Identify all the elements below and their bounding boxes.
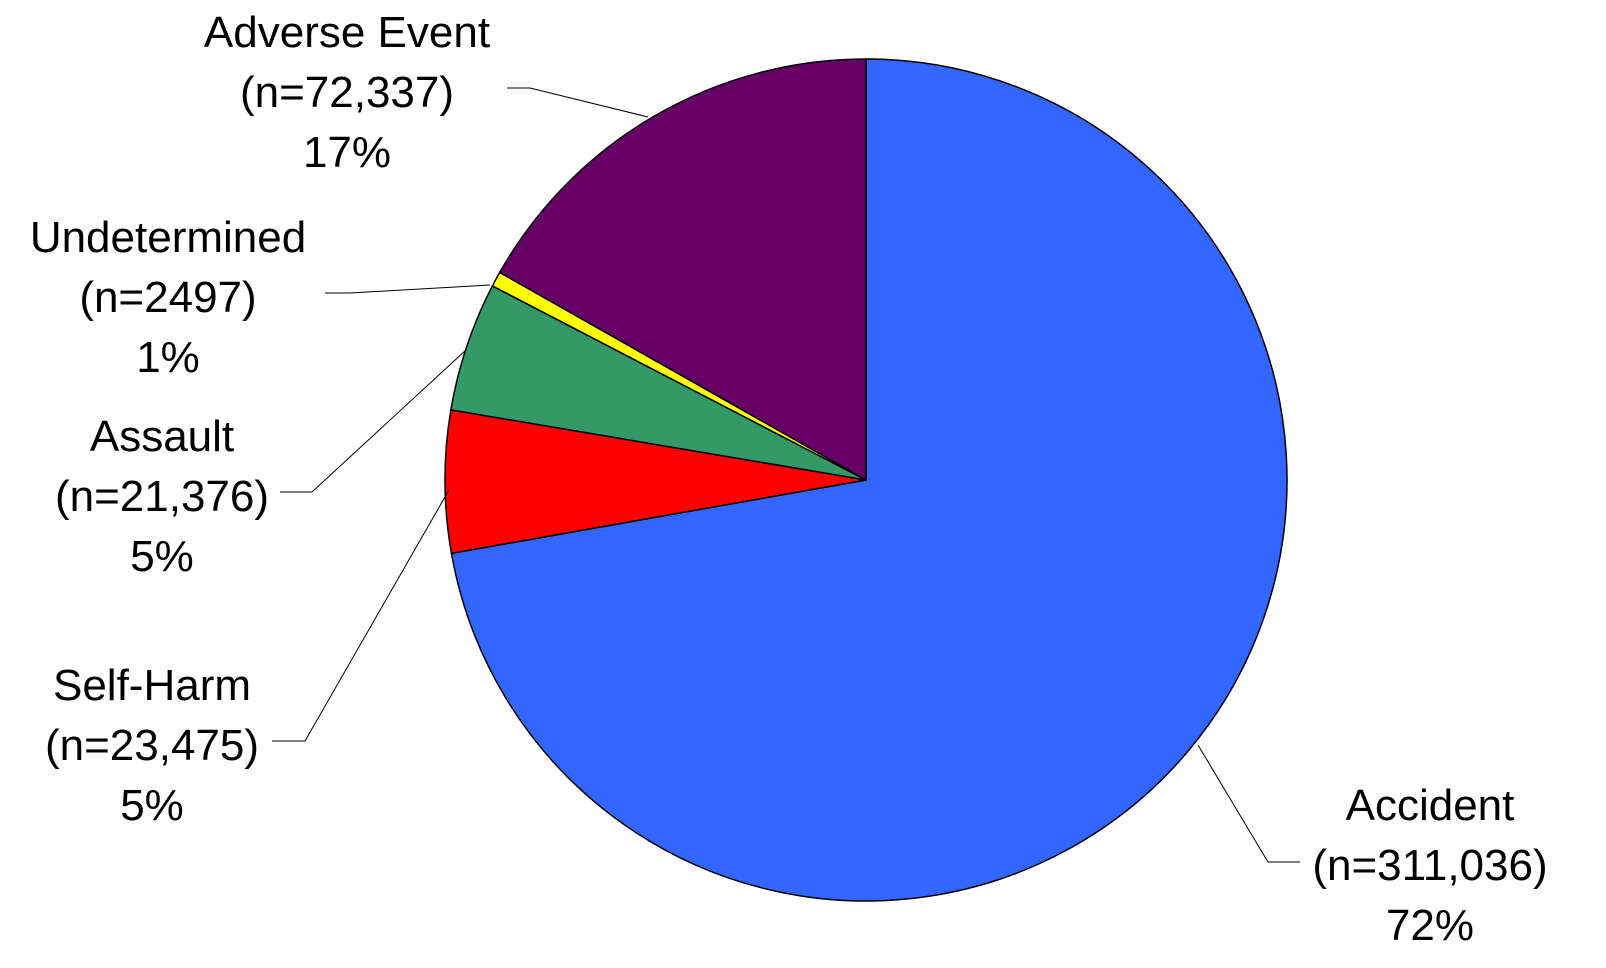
label-adverse-event: Adverse Event (n=72,337) 17% xyxy=(204,8,490,177)
slice-self-harm xyxy=(444,409,867,555)
label-adverse-event-percent: 17% xyxy=(303,128,391,177)
leader-accident xyxy=(1197,744,1300,863)
label-accident: Accident (n=311,036) 72% xyxy=(1312,781,1547,950)
label-self-harm-percent: 5% xyxy=(120,781,184,830)
leader-lines xyxy=(272,87,1300,863)
label-undetermined-percent: 1% xyxy=(136,333,200,382)
label-assault: Assault (n=21,376) 5% xyxy=(55,412,269,581)
slice-accident xyxy=(450,58,1288,902)
label-undetermined: Undetermined (n=2497) 1% xyxy=(30,213,306,382)
leader-assault xyxy=(280,349,467,493)
label-self-harm-count: (n=23,475) xyxy=(45,721,259,770)
label-assault-count: (n=21,376) xyxy=(55,472,269,521)
label-undetermined-name: Undetermined xyxy=(30,213,306,262)
label-self-harm: Self-Harm (n=23,475) 5% xyxy=(45,661,259,830)
label-adverse-event-name: Adverse Event xyxy=(204,8,490,57)
leader-self-harm xyxy=(272,489,450,742)
leader-adverse-event xyxy=(507,87,649,118)
slice-adverse-event xyxy=(498,58,867,482)
label-accident-percent: 72% xyxy=(1386,901,1474,950)
label-undetermined-count: (n=2497) xyxy=(79,273,256,322)
pie-slices xyxy=(444,58,1288,902)
label-accident-count: (n=311,036) xyxy=(1312,841,1547,890)
label-assault-percent: 5% xyxy=(130,532,194,581)
leader-undetermined xyxy=(325,284,491,294)
label-self-harm-name: Self-Harm xyxy=(53,661,251,710)
label-assault-name: Assault xyxy=(90,412,234,461)
label-adverse-event-count: (n=72,337) xyxy=(240,68,454,117)
label-accident-name: Accident xyxy=(1346,781,1515,830)
